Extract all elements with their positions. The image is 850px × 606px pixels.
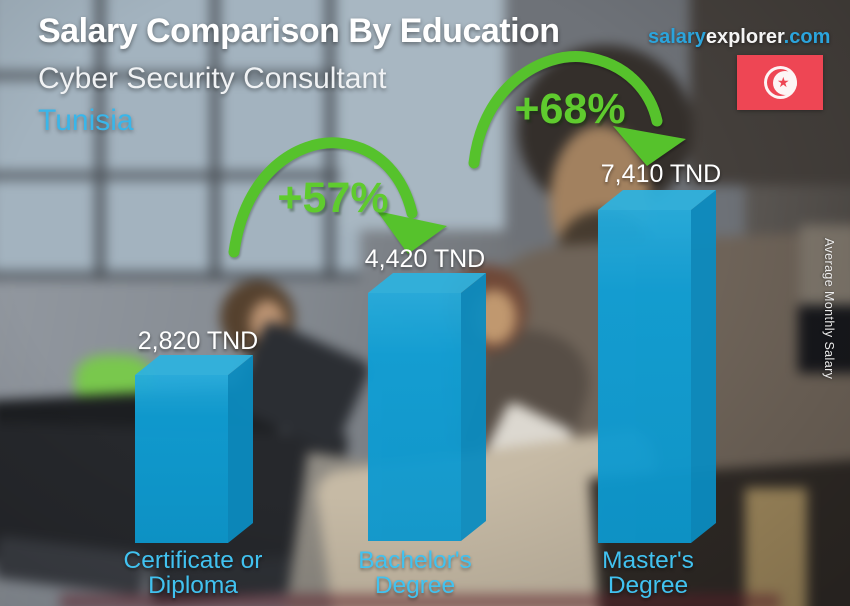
bar-masters-degree <box>598 190 716 543</box>
bar-top-face <box>135 355 253 375</box>
red-floor-strip <box>60 594 780 606</box>
salaryexplorer-logo[interactable]: salaryexplorer.com <box>648 26 830 49</box>
bar-bachelors-degree <box>368 273 486 541</box>
page-title: Salary Comparison By Education <box>38 12 560 50</box>
category-line-1: Master's <box>602 547 694 574</box>
bar-top-face <box>598 190 716 210</box>
percent-increase-master: +68% <box>514 85 626 133</box>
bar-side-face <box>228 355 253 543</box>
flag-crescent-cut <box>773 70 797 95</box>
category-line-1: Bachelor's <box>358 547 472 574</box>
y-axis-label: Average Monthly Salary <box>822 238 836 380</box>
category-label-master: Master's Degree <box>523 548 773 599</box>
job-title: Cyber Security Consultant <box>38 62 387 95</box>
category-line-2: Degree <box>607 572 689 600</box>
bar-side-face <box>461 273 486 541</box>
black-box-right <box>798 305 850 373</box>
wall-right-light <box>800 225 850 310</box>
bar-front-face <box>598 210 691 543</box>
bar-top-face <box>368 273 486 293</box>
category-label-bachelor: Bachelor's Degree <box>290 548 540 599</box>
logo-explorer: explorer <box>705 26 784 48</box>
logo-domain: .com <box>783 26 831 48</box>
category-line-2: Diploma <box>148 572 238 600</box>
country-name: Tunisia <box>38 104 134 137</box>
khaki-panel <box>745 488 807 606</box>
logo-salary: salary <box>648 26 706 48</box>
category-line-1: Certificate or <box>123 547 263 574</box>
value-label-certificate: 2,820 TND <box>137 327 259 355</box>
bar-side-face <box>691 190 716 543</box>
bar-front-face <box>368 293 461 541</box>
tunisia-flag-icon: ★ <box>737 55 823 110</box>
bar-certificate-diploma <box>135 355 253 543</box>
flag-disc: ★ <box>764 66 797 99</box>
category-label-certificate: Certificate or Diploma <box>68 548 318 599</box>
value-label-bachelor: 4,420 TND <box>364 245 486 273</box>
value-label-master: 7,410 TND <box>600 160 722 188</box>
category-line-2: Degree <box>374 572 456 600</box>
bar-front-face <box>135 375 228 543</box>
percent-increase-bachelor: +57% <box>277 174 389 222</box>
flag-star-icon: ★ <box>777 74 790 90</box>
